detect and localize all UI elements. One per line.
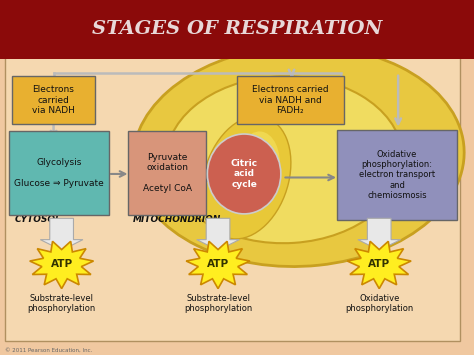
- Text: © 2011 Pearson Education, Inc.: © 2011 Pearson Education, Inc.: [5, 348, 92, 353]
- Polygon shape: [40, 218, 83, 250]
- Text: Citric
acid
cycle: Citric acid cycle: [230, 159, 258, 189]
- Text: ATP: ATP: [51, 260, 73, 269]
- FancyBboxPatch shape: [0, 0, 474, 59]
- Text: Electrons carried
via NADH and
FADH₂: Electrons carried via NADH and FADH₂: [252, 86, 328, 115]
- Text: Substrate-level
phosphorylation: Substrate-level phosphorylation: [27, 294, 96, 313]
- Text: Substrate-level
phosphorylation: Substrate-level phosphorylation: [184, 294, 252, 313]
- Text: Oxidative
phosphorylation:
electron transport
and
chemiosmosis: Oxidative phosphorylation: electron tran…: [359, 149, 435, 200]
- FancyBboxPatch shape: [128, 131, 206, 215]
- Text: MITOCHONDRION: MITOCHONDRION: [133, 215, 221, 224]
- Text: ATP: ATP: [368, 260, 390, 269]
- Text: ATP: ATP: [207, 260, 229, 269]
- Text: Pyruvate
oxidation

Acetyl CoA: Pyruvate oxidation Acetyl CoA: [143, 153, 191, 193]
- FancyBboxPatch shape: [9, 131, 109, 215]
- Ellipse shape: [207, 134, 281, 214]
- Polygon shape: [30, 241, 93, 289]
- Ellipse shape: [232, 131, 280, 209]
- Text: Glycolysis

Glucose ⇒ Pyruvate: Glycolysis Glucose ⇒ Pyruvate: [14, 158, 104, 188]
- FancyBboxPatch shape: [5, 53, 460, 341]
- FancyBboxPatch shape: [237, 76, 344, 124]
- FancyBboxPatch shape: [12, 76, 95, 124]
- Text: Oxidative
phosphorylation: Oxidative phosphorylation: [345, 294, 413, 313]
- Text: STAGES OF RESPIRATION: STAGES OF RESPIRATION: [92, 20, 382, 38]
- Ellipse shape: [166, 76, 403, 243]
- Polygon shape: [347, 241, 411, 289]
- Text: CYTOSOL: CYTOSOL: [14, 215, 61, 224]
- Polygon shape: [186, 241, 250, 289]
- Ellipse shape: [202, 116, 291, 239]
- FancyBboxPatch shape: [337, 130, 457, 220]
- Text: Electrons
carried
via NADH: Electrons carried via NADH: [32, 86, 75, 115]
- Polygon shape: [358, 218, 401, 250]
- Ellipse shape: [133, 46, 464, 267]
- Polygon shape: [197, 218, 239, 250]
